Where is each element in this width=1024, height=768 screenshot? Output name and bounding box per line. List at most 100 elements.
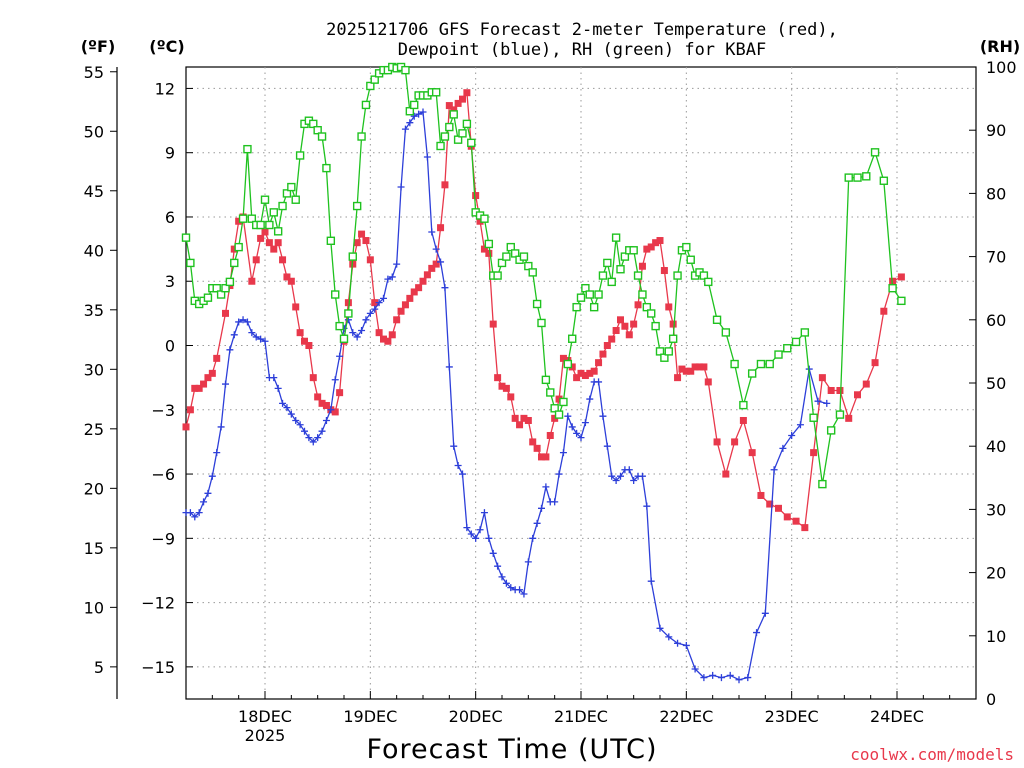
dewpoint-point	[674, 639, 682, 647]
rh-point	[453, 135, 463, 144]
temperature-point	[388, 331, 396, 339]
dewpoint-point	[564, 412, 572, 420]
year-label: 2025	[245, 726, 286, 745]
dewpoint-point	[520, 590, 528, 598]
rh-point	[352, 201, 362, 211]
temperature-point	[428, 264, 436, 272]
rh-point	[532, 299, 542, 309]
rh-point	[704, 277, 713, 287]
dewpoint-point	[243, 318, 251, 326]
temperature-point	[538, 453, 545, 461]
dewpoint-point	[643, 502, 651, 510]
temperature-point	[836, 386, 844, 394]
temperature-point	[568, 363, 576, 371]
temperature-point	[880, 307, 888, 315]
temperature-point	[450, 106, 458, 114]
temperature-point	[700, 363, 708, 371]
rh-tick-label: 100	[986, 58, 1017, 77]
rh-point	[739, 400, 748, 410]
temperature-point	[669, 320, 677, 328]
rh-point	[682, 242, 691, 252]
dewpoint-point	[568, 423, 576, 431]
dewpoint-point	[463, 524, 471, 532]
dewpoint-point	[647, 577, 655, 585]
dewpoint-point	[419, 108, 427, 116]
rh-point	[234, 242, 243, 252]
dewpoint-point	[226, 346, 234, 354]
time-tick-label: 19DEC	[343, 707, 397, 726]
rh-point	[440, 132, 450, 141]
rh-point	[655, 347, 665, 356]
rh-point	[651, 321, 660, 331]
rh-point	[660, 353, 669, 362]
temperature-point	[555, 395, 563, 403]
dewpoint-point	[581, 419, 589, 427]
time-tick-label: 20DEC	[449, 707, 503, 726]
temperature-point	[603, 342, 611, 350]
temperature-point	[551, 414, 559, 422]
temperature-point	[463, 89, 471, 97]
rh-point	[339, 334, 349, 343]
temperature-point	[810, 449, 818, 457]
chart-title-line2: Dewpoint (blue), RH (green) for KBAF	[398, 40, 766, 60]
temperature-point	[252, 256, 260, 264]
rh-point	[589, 302, 599, 312]
rh-point	[326, 236, 336, 246]
temperature-point	[186, 406, 194, 414]
temperature-point	[200, 380, 208, 388]
rh-point	[756, 359, 766, 369]
temperature-point	[546, 431, 554, 439]
rh-point	[291, 195, 300, 204]
series-layer	[181, 62, 906, 684]
rh-point	[686, 255, 695, 264]
rh-tick-label: 30	[986, 500, 1006, 519]
rh-point	[462, 119, 472, 129]
rh-point	[611, 233, 621, 242]
rh-point	[278, 201, 287, 211]
dewpoint-point	[353, 333, 361, 341]
temperature-point	[647, 243, 655, 251]
rh-point	[712, 315, 722, 324]
dewpoint-point	[406, 119, 414, 127]
time-tick-label: 21DEC	[554, 707, 608, 726]
temperature-point	[845, 414, 853, 422]
fahrenheit-tick-label: 25	[84, 420, 104, 439]
temperature-point	[783, 513, 791, 521]
celsius-unit-label: (ºC)	[149, 37, 184, 56]
rh-tick-label: 80	[986, 184, 1006, 203]
temperature-point	[678, 365, 686, 373]
dewpoint-point	[314, 434, 322, 442]
rh-tick-label: 60	[986, 311, 1006, 330]
rh-point	[879, 176, 889, 185]
rh-point	[818, 479, 827, 489]
temperature-point	[507, 393, 515, 401]
celsius-tick-label: −6	[151, 465, 175, 484]
temperature-point	[775, 504, 782, 512]
temperature-point	[309, 374, 317, 382]
temperature-point	[371, 299, 379, 307]
celsius-tick-label: −12	[141, 594, 175, 613]
temperature-point	[542, 453, 550, 461]
fahrenheit-tick-label: 10	[84, 598, 104, 617]
dewpoint-point	[533, 519, 541, 527]
temperature-point	[322, 401, 330, 409]
temperature-point	[489, 320, 497, 328]
fahrenheit-tick-label: 20	[84, 479, 104, 498]
dewpoint-point	[788, 431, 796, 439]
rh-point	[480, 214, 489, 223]
rh-tick-label: 90	[986, 121, 1006, 140]
dewpoint-point	[248, 329, 256, 337]
dewpoint-point	[665, 633, 673, 641]
temperature-point	[801, 524, 809, 532]
rh-point	[282, 189, 292, 198]
rh-point	[510, 249, 520, 258]
temperature-point	[617, 316, 624, 324]
rh-point	[458, 129, 467, 138]
dewpoint-point	[393, 260, 401, 268]
rh-point	[357, 132, 366, 141]
rh-point	[853, 173, 862, 182]
dewpoint-point	[410, 112, 418, 120]
temperature-point	[634, 301, 642, 309]
temperature-point	[731, 438, 739, 446]
rh-point	[502, 252, 511, 261]
